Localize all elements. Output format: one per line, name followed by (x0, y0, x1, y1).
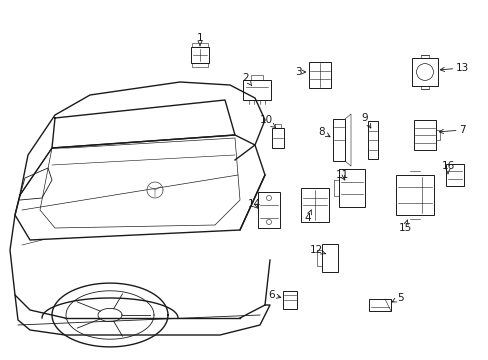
Bar (283, 291, 296, 309)
Bar (308, 62, 330, 88)
Text: 16: 16 (441, 161, 454, 174)
Bar (192, 63, 207, 67)
Bar (258, 192, 280, 228)
Text: 13: 13 (439, 63, 468, 73)
Text: 14: 14 (247, 199, 260, 209)
Bar (321, 244, 337, 272)
Text: 11: 11 (335, 170, 348, 180)
Text: 5: 5 (391, 293, 403, 303)
Bar (367, 121, 377, 159)
Text: 1: 1 (196, 33, 203, 46)
Bar (413, 120, 435, 150)
Text: 8: 8 (318, 127, 329, 137)
Bar (301, 188, 328, 222)
Text: 3: 3 (294, 67, 305, 77)
Bar (191, 47, 208, 63)
Bar (332, 119, 345, 161)
Text: 4: 4 (304, 210, 311, 223)
Bar (271, 128, 284, 148)
Text: 15: 15 (398, 220, 411, 233)
Bar (192, 43, 207, 47)
Bar (445, 164, 463, 186)
Bar (411, 58, 437, 86)
Text: 9: 9 (361, 113, 370, 128)
Bar (368, 299, 390, 311)
Text: 2: 2 (242, 73, 251, 86)
Text: 10: 10 (259, 115, 275, 127)
Bar (395, 175, 433, 215)
Text: 6: 6 (268, 290, 280, 300)
Text: 7: 7 (438, 125, 465, 135)
Bar (243, 80, 270, 100)
Bar (338, 169, 364, 207)
Text: 12: 12 (309, 245, 325, 255)
